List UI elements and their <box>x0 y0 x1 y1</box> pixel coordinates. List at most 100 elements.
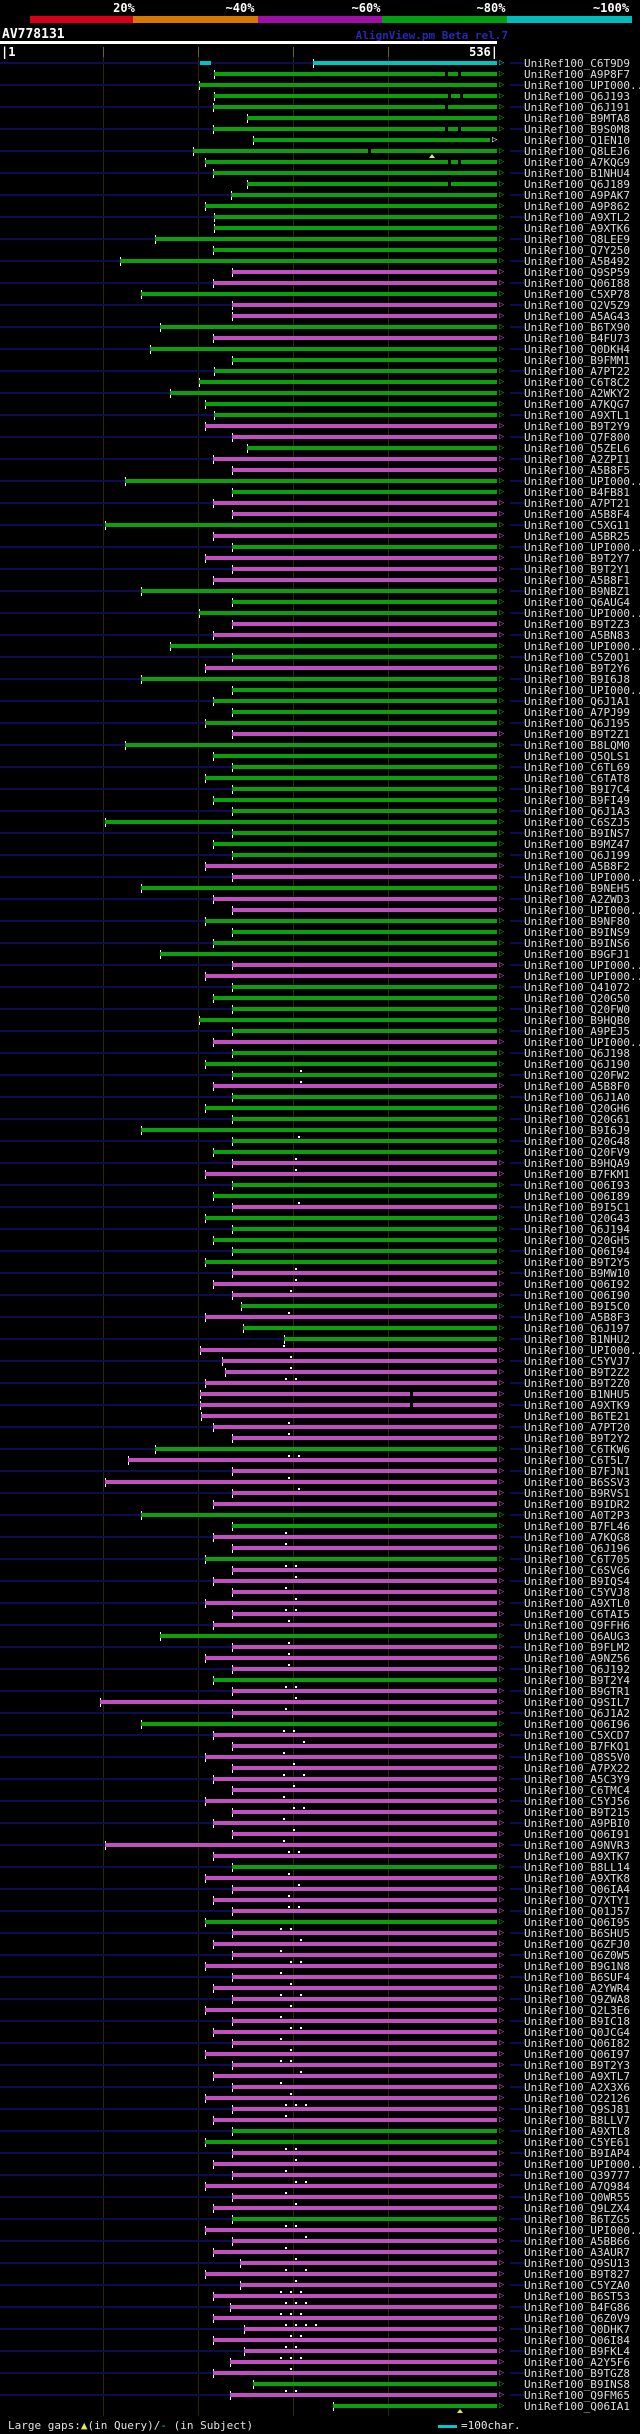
hit-row[interactable]: ▷ UniRef100_Q6J1A0 <box>0 1092 640 1103</box>
hit-bar[interactable] <box>232 765 497 769</box>
hit-bar[interactable] <box>141 1128 497 1132</box>
hit-label[interactable]: UniRef100_C5XP78 <box>524 288 630 301</box>
hit-row[interactable]: ▷ UniRef100_B9G1N8 <box>0 1961 640 1972</box>
hit-bar[interactable] <box>205 424 497 428</box>
hit-label[interactable]: UniRef100_Q6J198 <box>524 1047 630 1060</box>
hit-label[interactable]: UniRef100_B9RVS1 <box>524 1487 630 1500</box>
hit-row[interactable]: ▷ UniRef100_UPI000.. <box>0 960 640 971</box>
hit-bar[interactable] <box>232 1249 497 1253</box>
hit-bar[interactable] <box>232 963 497 967</box>
hit-row[interactable]: ▷ UniRef100_A2ZWD3 <box>0 894 640 905</box>
hit-row[interactable]: ▷ UniRef100_Q6J196 <box>0 1543 640 1554</box>
hit-row[interactable]: ▷ UniRef100_Q0WR55 <box>0 2192 640 2203</box>
hit-bar[interactable] <box>205 974 497 978</box>
hit-bar[interactable] <box>232 1766 497 1770</box>
hit-label[interactable]: UniRef100_B6SHU5 <box>524 1927 630 1940</box>
hit-row[interactable]: ▷ UniRef100_Q1EN10 <box>0 135 640 146</box>
hit-label[interactable]: UniRef100_B9I5C1 <box>524 1201 630 1214</box>
hit-row[interactable]: ▷ UniRef100_B9I6J9 <box>0 1125 640 1136</box>
hit-bar[interactable] <box>232 1227 497 1231</box>
hit-row[interactable]: ▷ UniRef100_Q20G48 <box>0 1136 640 1147</box>
hit-label[interactable]: UniRef100_Q20FW0 <box>524 1003 630 1016</box>
hit-row[interactable]: ▷ UniRef100_Q06I89 <box>0 1191 640 1202</box>
hit-bar[interactable] <box>205 776 497 780</box>
hit-label[interactable]: UniRef100_B9I5C0 <box>524 1300 630 1313</box>
hit-row[interactable]: ▷ UniRef100_Q9FM65 <box>0 2390 640 2401</box>
hit-row[interactable]: ▷ UniRef100_Q7F800 <box>0 432 640 443</box>
hit-bar[interactable] <box>213 897 497 901</box>
hit-bar[interactable] <box>232 787 497 791</box>
hit-label[interactable]: UniRef100_C5YE61 <box>524 2136 630 2149</box>
hit-row[interactable]: ▷ UniRef100_B7FKQ1 <box>0 1741 640 1752</box>
hit-row[interactable]: ▷ UniRef100_B8LL14 <box>0 1862 640 1873</box>
hit-label[interactable]: UniRef100_B9GTR1 <box>524 1685 630 1698</box>
hit-bar[interactable] <box>232 831 497 835</box>
hit-row[interactable]: ▷ UniRef100_Q06I95 <box>0 1917 640 1928</box>
hit-label[interactable]: UniRef100_Q06I97 <box>524 2048 630 2061</box>
hit-row[interactable]: ▷ UniRef100_Q6J189 <box>0 179 640 190</box>
hit-row[interactable]: ▷ UniRef100_B9I7C4 <box>0 784 640 795</box>
hit-label[interactable]: UniRef100_B6TZG5 <box>524 2213 630 2226</box>
hit-bar[interactable] <box>232 468 497 472</box>
hit-row[interactable]: ▷ UniRef100_B9IDR2 <box>0 1499 640 1510</box>
hit-row[interactable]: ▷ UniRef100_B1NHU5 <box>0 1389 640 1400</box>
hit-row[interactable]: ▷ UniRef100_Q20G50 <box>0 993 640 1004</box>
hit-label[interactable]: UniRef100_B6SUF4 <box>524 1971 630 1984</box>
hit-label[interactable]: UniRef100_B4FU73 <box>524 332 630 345</box>
hit-bar[interactable] <box>232 985 497 989</box>
hit-bar[interactable] <box>200 1348 497 1352</box>
hit-row[interactable]: ▷ UniRef100_A2ZPI1 <box>0 454 640 465</box>
hit-row[interactable]: ▷ UniRef100_B7FKM1 <box>0 1169 640 1180</box>
hit-label[interactable]: UniRef100_Q6Z0W5 <box>524 1949 630 1962</box>
hit-label[interactable]: UniRef100_Q6Z0V9 <box>524 2312 630 2325</box>
hit-label[interactable]: UniRef100_A2WKY2 <box>524 387 630 400</box>
hit-bar[interactable] <box>232 2041 497 2045</box>
hit-bar[interactable] <box>213 127 497 131</box>
hit-row[interactable]: ▷ UniRef100_B6TX90 <box>0 322 640 333</box>
hit-row[interactable]: ▷ UniRef100_Q6J1A3 <box>0 806 640 817</box>
hit-bar[interactable] <box>232 1689 497 1693</box>
hit-label[interactable]: UniRef100_B9IAP4 <box>524 2147 630 2160</box>
hit-row[interactable]: ▷ UniRef100_Q2V5Z9 <box>0 300 640 311</box>
hit-row[interactable]: ▷ UniRef100_A7Q984 <box>0 2181 640 2192</box>
hit-bar[interactable] <box>232 908 497 912</box>
hit-label[interactable]: UniRef100_Q8LEE9 <box>524 233 630 246</box>
hit-label[interactable]: UniRef100_A0T2P3 <box>524 1509 630 1522</box>
hit-bar[interactable] <box>199 1018 497 1022</box>
hit-label[interactable]: UniRef100_UPI000.. <box>524 684 640 697</box>
hit-row[interactable]: ▷ UniRef100_Q6J193 <box>0 91 640 102</box>
hit-label[interactable]: UniRef100_A9XTK6 <box>524 222 630 235</box>
hit-label[interactable]: UniRef100_B9T2Y1 <box>524 563 630 576</box>
hit-label[interactable]: UniRef100_Q20G43 <box>524 1212 630 1225</box>
hit-label[interactable]: UniRef100_Q6AUG4 <box>524 596 630 609</box>
hit-label[interactable]: UniRef100_Q06I95 <box>524 1916 630 1929</box>
hit-row[interactable]: ▷ UniRef100_A7PJ99 <box>0 707 640 718</box>
hit-bar[interactable] <box>205 1260 497 1264</box>
hit-label[interactable]: UniRef100_Q7F800 <box>524 431 630 444</box>
hit-row[interactable]: ▷ UniRef100_Q6J190 <box>0 1059 640 1070</box>
hit-bar[interactable] <box>232 1975 497 1979</box>
hit-row[interactable]: ▷ UniRef100_Q06I94 <box>0 1246 640 1257</box>
hit-label[interactable]: UniRef100_B9T2Z1 <box>524 728 630 741</box>
hit-row[interactable]: ▷ UniRef100_B9T2Y5 <box>0 1257 640 1268</box>
hit-bar[interactable] <box>150 347 497 351</box>
hit-bar[interactable] <box>213 2118 497 2122</box>
hit-row[interactable]: ▷ UniRef100_B9I5C0 <box>0 1301 640 1312</box>
hit-label[interactable]: UniRef100_B9MTA8 <box>524 112 630 125</box>
hit-row[interactable]: ▷ UniRef100_A2WKY2 <box>0 388 640 399</box>
hit-bar[interactable] <box>213 1942 497 1946</box>
hit-row[interactable]: ▷ UniRef100_B9T2Y6 <box>0 663 640 674</box>
hit-row[interactable]: ▷ UniRef100_A7PT20 <box>0 1422 640 1433</box>
hit-row[interactable]: ▷ UniRef100_B9T2Y2 <box>0 1433 640 1444</box>
hit-label[interactable]: UniRef100_A7PX22 <box>524 1762 630 1775</box>
hit-row[interactable]: ▷ UniRef100_B9GTR1 <box>0 1686 640 1697</box>
hit-label[interactable]: UniRef100_A5AG43 <box>524 310 630 323</box>
hit-row[interactable]: ▷ UniRef100_UPI000.. <box>0 542 640 553</box>
hit-bar[interactable] <box>232 545 497 549</box>
hit-bar[interactable] <box>120 259 497 263</box>
hit-row[interactable]: ▷ UniRef100_A5B8F1 <box>0 575 640 586</box>
hit-bar[interactable] <box>240 2261 497 2265</box>
hit-row[interactable]: ▷ UniRef100_Q06I96 <box>0 1719 640 1730</box>
hit-bar[interactable] <box>205 1964 497 1968</box>
hit-label[interactable]: UniRef100_B8LL14 <box>524 1861 630 1874</box>
